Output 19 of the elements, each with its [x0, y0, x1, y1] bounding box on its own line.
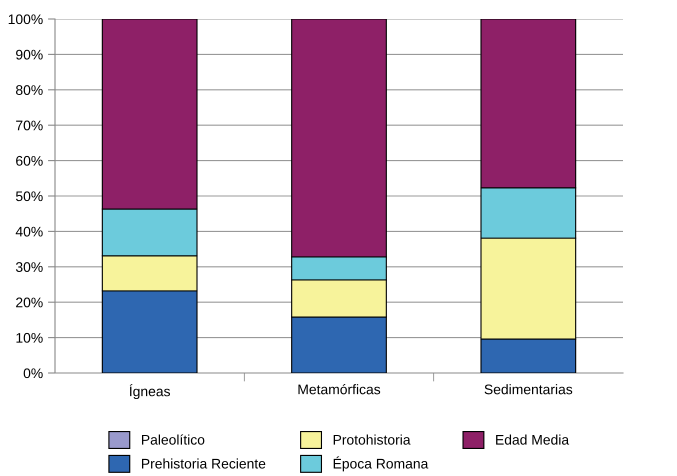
- y-tick-label: 20%: [16, 298, 43, 308]
- y-tick-label: 30%: [16, 262, 43, 272]
- legend-label: Época Romana: [334, 456, 428, 472]
- x-tick-label: Ígneas: [130, 384, 170, 400]
- legend-label: Prehistoria Reciente: [142, 458, 266, 469]
- legend-label: Protohistoria: [334, 434, 411, 445]
- y-tick-label: 90%: [16, 50, 43, 60]
- y-tick-label: 40%: [16, 226, 43, 237]
- y-tick-label: 10%: [16, 332, 43, 343]
- y-tick-label: 0%: [24, 368, 43, 378]
- y-tick-label: 100%: [8, 14, 43, 24]
- x-tick-label: Metamórficas: [298, 384, 380, 394]
- legend-label: Edad Media: [496, 434, 570, 445]
- y-tick-label: 50%: [16, 191, 43, 202]
- y-tick-label: 70%: [16, 120, 43, 130]
- y-tick-label: 60%: [16, 156, 43, 166]
- y-tick-label: 80%: [16, 85, 43, 95]
- x-tick-label: Sedimentarias: [484, 384, 572, 394]
- legend-label: Paleolítico: [142, 434, 204, 445]
